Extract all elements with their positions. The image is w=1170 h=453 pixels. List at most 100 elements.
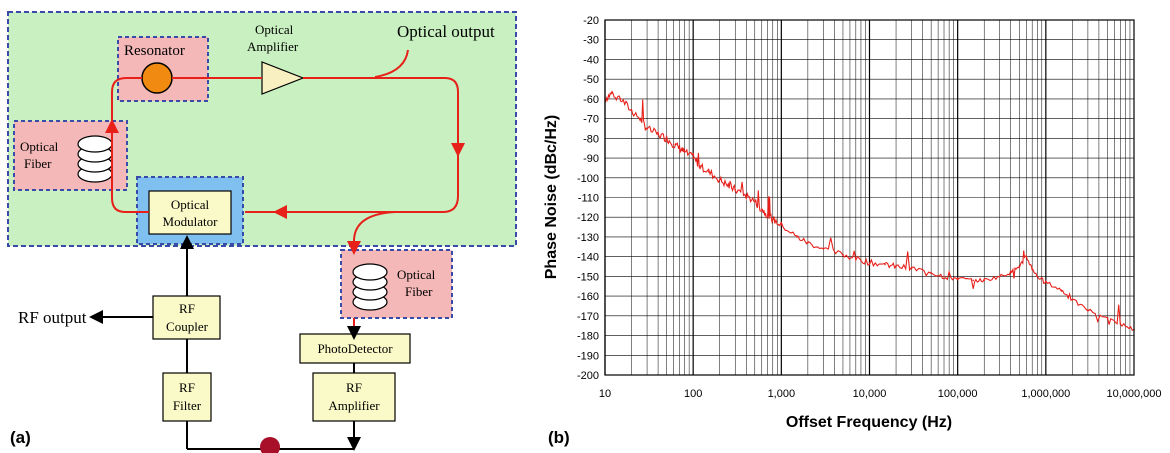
phase-noise-point bbox=[972, 279, 974, 282]
phase-noise-point bbox=[646, 127, 648, 130]
optical-amplifier-label-1: Optical bbox=[255, 22, 294, 37]
x-tick-label: 1,000 bbox=[768, 388, 796, 400]
y-tick-label: -110 bbox=[578, 193, 599, 205]
x-tick-label: 10,000,000 bbox=[1106, 388, 1161, 400]
phase-noise-point bbox=[1009, 271, 1012, 274]
phase-noise-point bbox=[1018, 265, 1021, 268]
rf-filter-label-1: RF bbox=[179, 380, 195, 395]
resonator-label: Resonator bbox=[124, 43, 185, 59]
y-tick-label: -200 bbox=[577, 370, 599, 382]
fiber-spool-right-icon bbox=[352, 263, 388, 311]
chart-panel: -20 -30 -40 -50 -60 -70 -80 -90 -100 -110 -120 -130… bbox=[543, 15, 1162, 447]
phase-noise-point bbox=[895, 265, 897, 268]
chart-ticks: -20 -30 -40 -50 -60 -70 -80 -90 -100 -110 -120 -130… bbox=[577, 15, 1162, 400]
phase-noise-point bbox=[760, 208, 763, 211]
x-tick-label: 100,000 bbox=[938, 388, 978, 400]
phase-noise-point bbox=[766, 214, 769, 217]
phase-noise-point bbox=[665, 137, 668, 140]
phase-noise-point bbox=[611, 92, 613, 94]
optical-fiber-left-label-1: Optical bbox=[20, 139, 59, 154]
phase-noise-point bbox=[734, 188, 737, 191]
phase-noise-point bbox=[683, 151, 686, 153]
phase-noise-point bbox=[868, 261, 871, 264]
phase-noise-point bbox=[930, 271, 932, 274]
junction-node bbox=[260, 437, 280, 453]
phase-noise-point bbox=[822, 247, 825, 250]
y-tick-label: -70 bbox=[583, 114, 599, 126]
phase-noise-point bbox=[1071, 299, 1074, 301]
optical-output-label: Optical output bbox=[397, 22, 495, 41]
phase-noise-point bbox=[1087, 309, 1089, 311]
y-tick-label: -100 bbox=[577, 173, 599, 185]
phase-noise-point bbox=[1106, 317, 1109, 319]
rf-signal-path bbox=[98, 246, 355, 450]
y-tick-label: -50 bbox=[583, 74, 599, 86]
phase-noise-point bbox=[657, 133, 659, 136]
y-tick-label: -130 bbox=[577, 232, 599, 244]
rf-amplifier-label-2: Amplifier bbox=[328, 398, 380, 413]
optical-modulator-label-1: Optical bbox=[171, 197, 210, 212]
y-tick-label: -20 bbox=[583, 15, 599, 27]
phase-noise-point bbox=[983, 279, 986, 282]
phase-noise-point bbox=[771, 218, 774, 220]
optical-fiber-left-label-2: Fiber bbox=[24, 156, 52, 171]
phase-noise-series-line bbox=[604, 90, 1135, 332]
panel-b-label: (b) bbox=[548, 428, 570, 447]
phase-noise-point bbox=[619, 98, 622, 100]
phase-noise-point bbox=[855, 257, 857, 260]
panel-a-label: (a) bbox=[10, 428, 31, 447]
phase-noise-point bbox=[807, 242, 809, 244]
phase-noise-point bbox=[884, 263, 886, 266]
phase-noise-point bbox=[1060, 289, 1063, 291]
phase-noise-point bbox=[1036, 275, 1039, 278]
photodetector-label: PhotoDetector bbox=[317, 341, 393, 356]
phase-noise-point bbox=[672, 143, 675, 146]
x-tick-label: 10,000 bbox=[853, 388, 887, 400]
phase-noise-point bbox=[718, 178, 721, 181]
plot-frame bbox=[604, 19, 1135, 376]
phase-noise-point bbox=[956, 277, 959, 280]
y-tick-label: -120 bbox=[577, 212, 599, 224]
rf-coupler-label-2: Coupler bbox=[166, 319, 209, 334]
phase-noise-point bbox=[678, 147, 681, 149]
resonator-icon bbox=[141, 62, 173, 94]
y-tick-label: -30 bbox=[583, 35, 599, 47]
y-tick-label: -80 bbox=[583, 133, 599, 145]
x-tick-label: 1,000,000 bbox=[1021, 388, 1070, 400]
y-tick-label: -140 bbox=[577, 252, 599, 264]
phase-noise-point bbox=[1025, 255, 1028, 258]
phase-noise-point bbox=[745, 194, 748, 197]
y-tick-label: -180 bbox=[577, 331, 599, 343]
phase-noise-point bbox=[727, 184, 730, 187]
phase-noise-point bbox=[796, 236, 798, 238]
optical-modulator-label-2: Modulator bbox=[163, 214, 219, 229]
x-tick-label: 100 bbox=[684, 388, 702, 400]
phase-noise-point bbox=[699, 165, 701, 167]
rf-amplifier-label-1: RF bbox=[346, 380, 362, 395]
y-tick-label: -60 bbox=[583, 94, 599, 106]
chart-grid bbox=[604, 19, 1134, 376]
optical-fiber-right-label-2: Fiber bbox=[405, 284, 433, 299]
phase-noise-point bbox=[692, 157, 694, 159]
optical-amplifier-label-2: Amplifier bbox=[247, 39, 299, 54]
y-tick-label: -150 bbox=[577, 271, 599, 283]
phase-noise-point bbox=[910, 267, 913, 270]
rf-amplifier-box bbox=[312, 372, 396, 422]
phase-noise-point bbox=[1045, 281, 1047, 284]
x-axis-label: Offset Frequency (Hz) bbox=[786, 414, 952, 431]
rf-filter-label-2: Filter bbox=[173, 398, 202, 413]
chart-series bbox=[604, 90, 1135, 332]
rf-output-label: RF output bbox=[18, 308, 87, 327]
x-tick-label: 10 bbox=[599, 388, 611, 400]
diagram-panel: Resonator Optical Amplifier Optical outp… bbox=[7, 11, 517, 453]
phase-noise-point bbox=[1031, 267, 1033, 270]
fiber-spool-left-icon bbox=[77, 135, 113, 183]
phase-noise-point bbox=[639, 117, 641, 120]
y-axis-label: Phase Noise (dBc/Hz) bbox=[543, 115, 560, 279]
phase-noise-point bbox=[753, 200, 756, 203]
phase-noise-point bbox=[943, 275, 945, 278]
rf-coupler-label-1: RF bbox=[179, 301, 195, 316]
phase-noise-point bbox=[707, 171, 710, 173]
phase-noise-point bbox=[842, 253, 844, 256]
